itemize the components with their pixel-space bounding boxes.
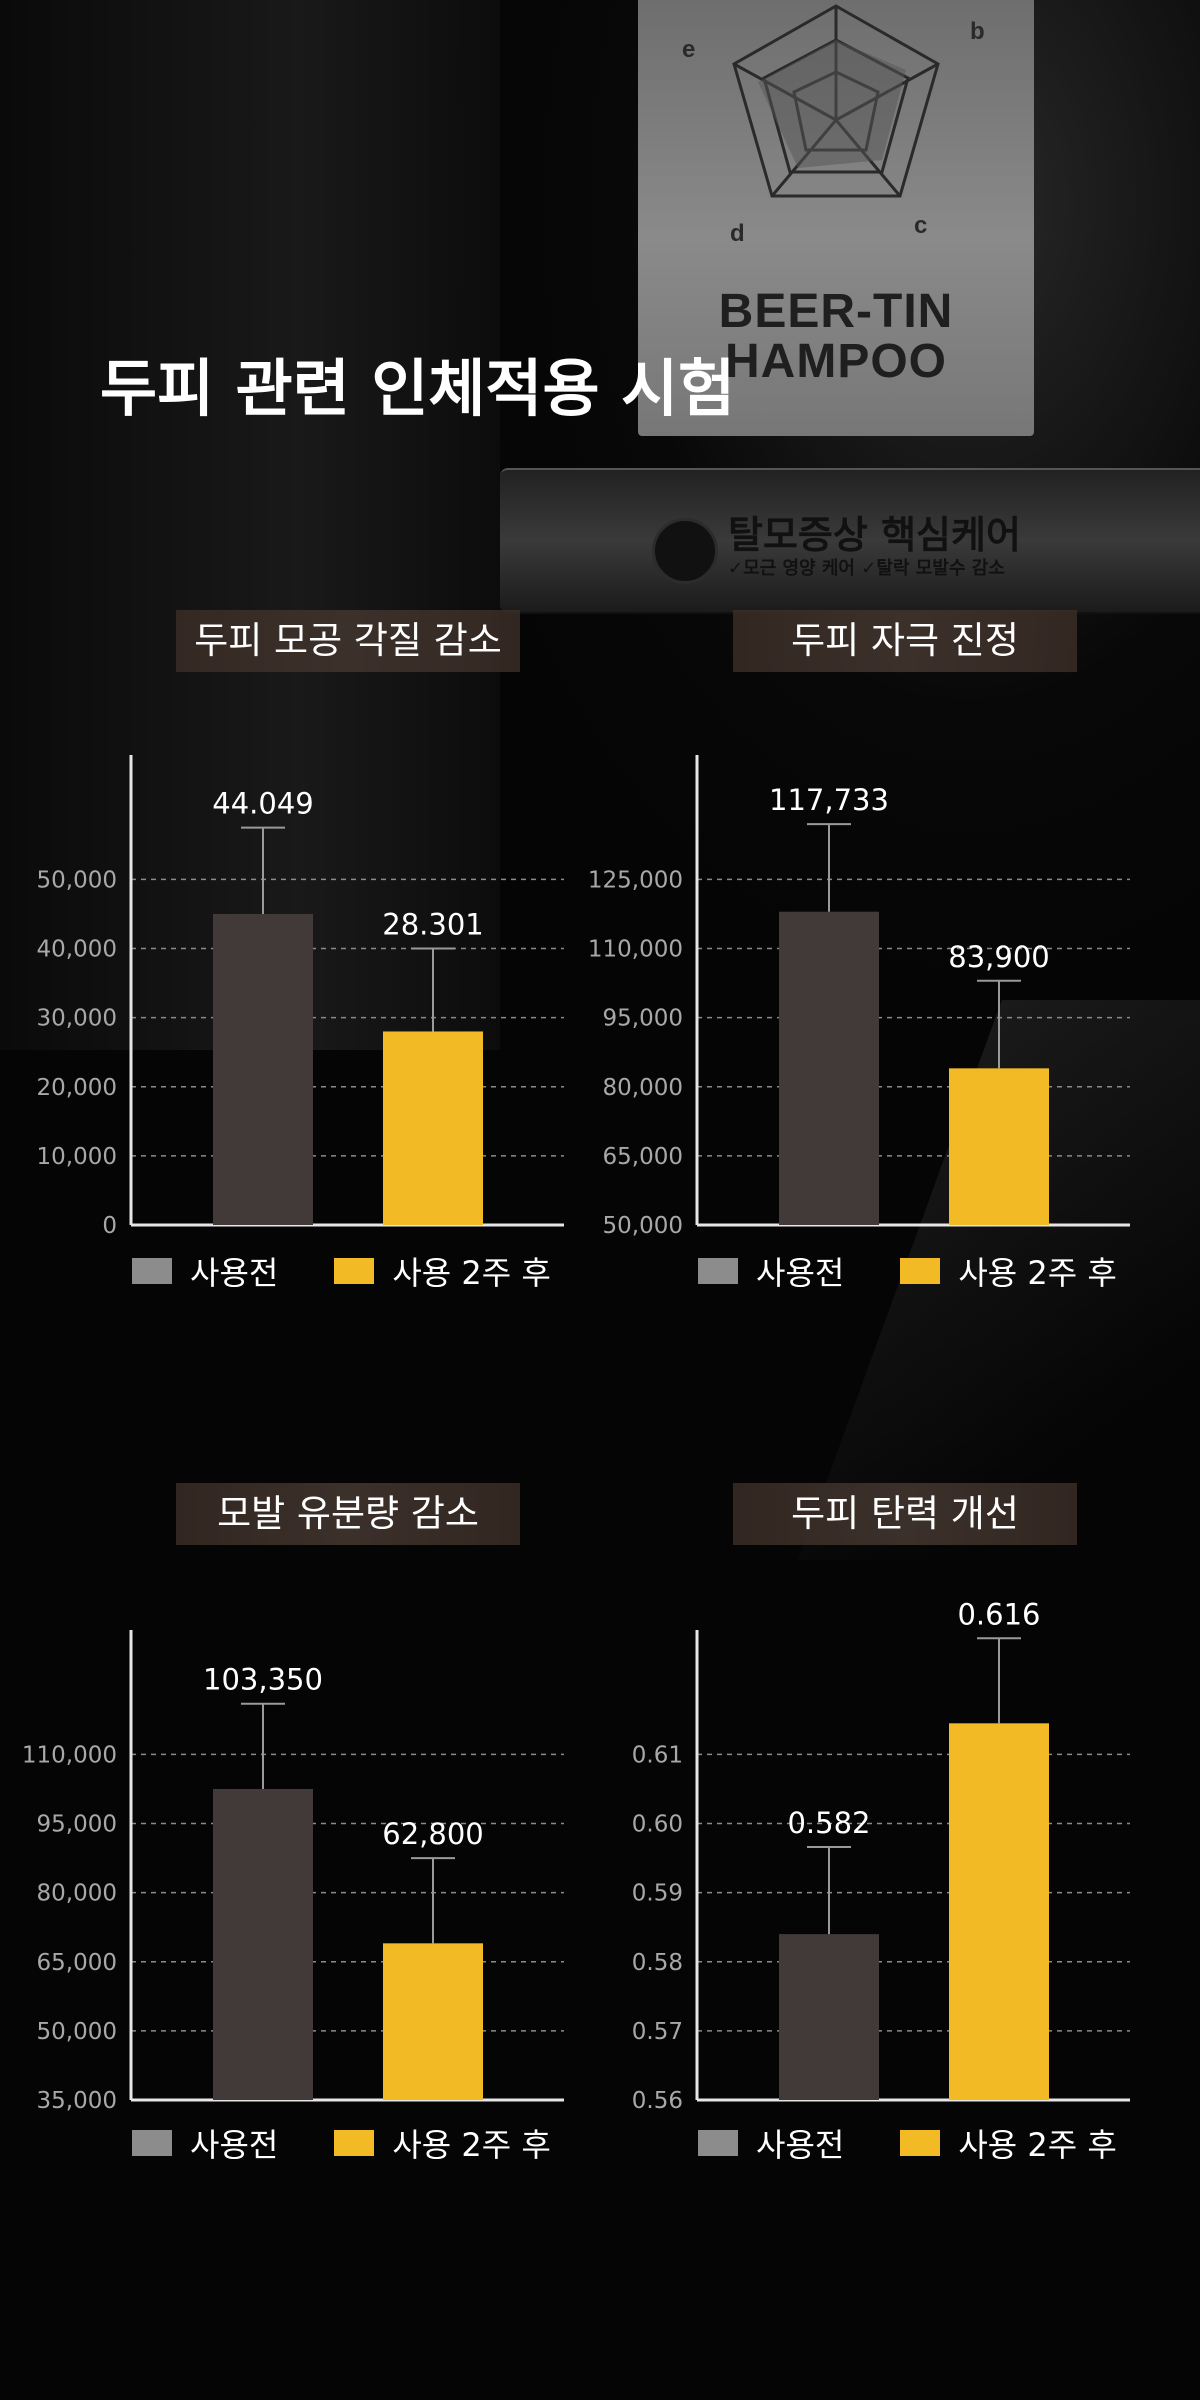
legend-item-after: 사용 2주 후 xyxy=(334,2120,551,2166)
bar-before xyxy=(213,913,313,1225)
bar-after xyxy=(383,1031,483,1225)
legend-item-before: 사용전 xyxy=(132,1248,278,1294)
product-label-card: e b d c BEER-TIN HAMPOO xyxy=(638,0,1034,436)
data-label: 83,900 xyxy=(948,940,1049,974)
legend-swatch-before xyxy=(698,1258,738,1284)
y-tick-label: 20,000 xyxy=(37,1075,117,1101)
y-tick-label: 125,000 xyxy=(588,867,683,893)
legend-label-before: 사용전 xyxy=(190,1254,279,1292)
legend-swatch-after xyxy=(334,1258,375,1284)
legend-item-before: 사용전 xyxy=(698,2120,844,2166)
legend-swatch-after xyxy=(900,1258,941,1284)
y-tick-label: 10,000 xyxy=(37,1144,117,1170)
legend-label-before: 사용전 xyxy=(756,1254,845,1292)
y-tick-label: 110,000 xyxy=(22,1742,117,1768)
radar-graphic xyxy=(732,4,940,198)
legend-item-after: 사용 2주 후 xyxy=(900,1248,1117,1294)
legend-swatch-before xyxy=(698,2130,738,2156)
y-tick-label: 0 xyxy=(102,1213,117,1239)
legend-3: 사용전 사용 2주 후 xyxy=(132,2120,551,2166)
data-label: 62,800 xyxy=(382,1817,483,1851)
y-tick-label: 80,000 xyxy=(37,1881,117,1907)
y-tick-label: 0.59 xyxy=(632,1881,683,1907)
legend-swatch-after xyxy=(900,2130,941,2156)
data-label: 0.616 xyxy=(957,1597,1040,1631)
y-tick-label: 95,000 xyxy=(37,1812,117,1838)
brand-line-2: HAMPOO xyxy=(725,335,947,388)
background-panel xyxy=(0,0,500,1050)
y-tick-label: 50,000 xyxy=(37,867,117,893)
band-subtitle: ✓모근 영양 케어 ✓탈락 모발수 감소 xyxy=(728,558,1005,579)
y-tick-label: 0.56 xyxy=(632,2088,683,2114)
legend-label-after: 사용 2주 후 xyxy=(392,1254,551,1292)
y-tick-label: 0.57 xyxy=(632,2019,683,2045)
legend-2: 사용전 사용 2주 후 xyxy=(698,1248,1117,1294)
legend-label-after: 사용 2주 후 xyxy=(958,1254,1117,1292)
y-tick-label: 40,000 xyxy=(37,937,117,963)
y-tick-label: 95,000 xyxy=(603,1006,683,1032)
radar-label-b: b xyxy=(970,18,985,45)
y-tick-label: 35,000 xyxy=(37,2088,117,2114)
y-tick-label: 50,000 xyxy=(603,1213,683,1239)
legend-label-after: 사용 2주 후 xyxy=(392,2126,551,2164)
legend-label-before: 사용전 xyxy=(756,2126,845,2164)
y-tick-label: 80,000 xyxy=(603,1075,683,1101)
chart-title-4: 두피 탄력 개선 xyxy=(733,1483,1077,1545)
data-label: 28.301 xyxy=(382,908,483,942)
bar-after xyxy=(949,1068,1049,1225)
legend-label-before: 사용전 xyxy=(190,2126,279,2164)
band-title: 탈모증상 핵심케어 xyxy=(728,513,1021,557)
radar-label-c: c xyxy=(914,212,928,239)
legend-swatch-before xyxy=(132,1258,172,1284)
page-title: 두피 관련 인체적용 시험 xyxy=(100,352,736,425)
chart-title-1: 두피 모공 각질 감소 xyxy=(176,610,520,672)
chart-title-2: 두피 자극 진정 xyxy=(733,610,1077,672)
seal-icon xyxy=(652,518,718,584)
radar-label-d: d xyxy=(730,220,745,247)
data-label: 103,350 xyxy=(203,1663,323,1697)
data-label: 44.049 xyxy=(212,787,313,821)
chart-title-3: 모발 유분량 감소 xyxy=(176,1483,520,1545)
legend-item-before: 사용전 xyxy=(698,1248,844,1294)
legend-4: 사용전 사용 2주 후 xyxy=(698,2120,1117,2166)
legend-item-before: 사용전 xyxy=(132,2120,278,2166)
bar-after xyxy=(383,1943,483,2100)
legend-1: 사용전 사용 2주 후 xyxy=(132,1248,551,1294)
product-band: 탈모증상 핵심케어 ✓모근 영양 케어 ✓탈락 모발수 감소 xyxy=(500,468,1200,614)
data-label: 0.582 xyxy=(787,1806,870,1840)
y-tick-label: 30,000 xyxy=(37,1006,117,1032)
y-tick-label: 65,000 xyxy=(603,1144,683,1170)
y-tick-label: 0.58 xyxy=(632,1950,683,1976)
legend-label-after: 사용 2주 후 xyxy=(958,2126,1117,2164)
y-tick-label: 0.60 xyxy=(632,1812,683,1838)
bar-before xyxy=(779,911,879,1225)
legend-item-after: 사용 2주 후 xyxy=(334,1248,551,1294)
bar-after xyxy=(949,1723,1049,2100)
y-tick-label: 110,000 xyxy=(588,937,683,963)
legend-swatch-after xyxy=(334,2130,375,2156)
radar-label-e: e xyxy=(682,36,696,63)
y-tick-label: 50,000 xyxy=(37,2019,117,2045)
brand-line-1: BEER-TIN xyxy=(718,285,954,338)
bar-before xyxy=(779,1934,879,2100)
data-label: 117,733 xyxy=(769,783,889,817)
legend-item-after: 사용 2주 후 xyxy=(900,2120,1117,2166)
y-tick-label: 65,000 xyxy=(37,1950,117,1976)
bar-before xyxy=(213,1788,313,2100)
legend-swatch-before xyxy=(132,2130,172,2156)
y-tick-label: 0.61 xyxy=(632,1742,683,1768)
